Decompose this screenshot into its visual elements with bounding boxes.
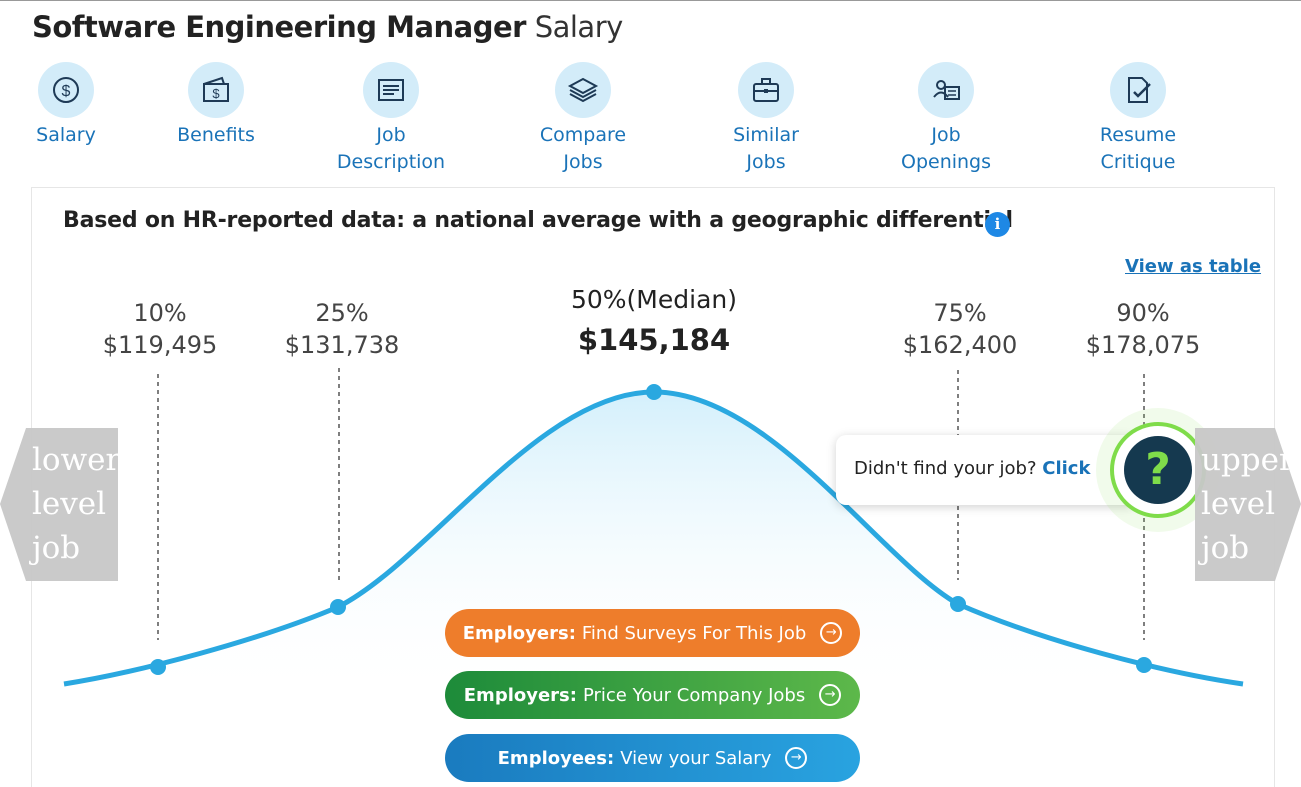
layers-icon — [555, 62, 611, 118]
nav-resume-critique[interactable]: Resume Critique — [1092, 62, 1184, 176]
nav-job-openings[interactable]: Job Openings — [896, 62, 996, 176]
upper-level-text-2: level — [1201, 486, 1276, 522]
point-25 — [330, 599, 346, 615]
upper-level-text-3: job — [1201, 530, 1250, 566]
nav-benefits[interactable]: $ Benefits — [172, 62, 260, 149]
percentile-25: 25% $131,738 — [285, 297, 400, 361]
percentile-50-label: 50%(Median) — [570, 285, 738, 314]
profile-card-icon — [918, 62, 974, 118]
checked-document-icon — [1110, 62, 1166, 118]
nav-job-description[interactable]: Job Description — [333, 62, 449, 176]
percentile-90-value: $178,075 — [1085, 331, 1201, 359]
percentile-75-value: $162,400 — [902, 331, 1018, 359]
nav-resume-critique-label-1: Resume — [1099, 124, 1177, 146]
nav-salary-label: Salary — [36, 124, 96, 146]
percentile-25-value: $131,738 — [284, 331, 400, 359]
lower-level-text-3: job — [32, 530, 81, 566]
nav-compare-jobs-label-1: Compare — [539, 124, 627, 146]
help-question: Didn't find your job? — [854, 458, 1037, 479]
employers-label-2: Employers: — [463, 684, 577, 706]
lower-level-job-button[interactable]: lower level job — [0, 428, 120, 581]
page-title-job: Software Engineering Manager — [32, 10, 526, 44]
percentile-75-label: 75% — [933, 299, 987, 327]
help-popup — [836, 435, 1136, 505]
employers-price-jobs-button[interactable]: Employers: Price Your Company Jobs → — [445, 671, 860, 719]
view-as-table-link[interactable]: View as table — [1125, 256, 1262, 277]
percentile-10: 10% $119,495 — [103, 297, 218, 361]
nav-compare-jobs[interactable]: Compare Jobs — [534, 62, 632, 176]
dollar-icon: $ — [38, 62, 94, 118]
wallet-icon: $ — [188, 62, 244, 118]
curve-fill — [64, 392, 1243, 700]
percentile-10-label: 10% — [133, 299, 187, 327]
lower-level-text-2: level — [32, 486, 107, 522]
point-90 — [1136, 657, 1152, 673]
view-salary-label: View your Salary — [620, 747, 772, 769]
employees-view-salary-button[interactable]: Employees: View your Salary → — [445, 734, 860, 782]
nav-resume-critique-label-2: Critique — [1100, 151, 1176, 173]
page-title-suffix: Salary — [534, 10, 624, 44]
nav-salary[interactable]: $ Salary — [30, 62, 102, 149]
help-text: Didn't find your job? Click — [854, 458, 1090, 479]
arrow-right-icon: → — [785, 747, 808, 769]
svg-text:$: $ — [212, 86, 220, 101]
nav-job-openings-label-2: Openings — [900, 151, 992, 173]
percentile-90: 90% $178,075 — [1086, 297, 1201, 361]
svg-text:$: $ — [62, 83, 71, 100]
price-jobs-label: Price Your Company Jobs — [582, 684, 806, 706]
upper-level-text-1: upper — [1201, 442, 1294, 478]
nav-compare-jobs-label-2: Jobs — [563, 151, 603, 173]
nav-similar-jobs-label-1: Similar — [733, 124, 799, 146]
arrow-right-icon: → — [820, 622, 843, 644]
nav-benefits-label: Benefits — [177, 124, 255, 146]
nav-similar-jobs-label-2: Jobs — [746, 151, 786, 173]
briefcase-icon — [738, 62, 794, 118]
panel-heading: Based on HR-reported data: a national av… — [63, 208, 1013, 233]
employers-label-1: Employers: — [462, 622, 576, 644]
employers-find-surveys-button[interactable]: Employers: Find Surveys For This Job → — [445, 609, 860, 657]
top-border — [0, 0, 1301, 1]
point-50 — [646, 384, 662, 400]
percentile-25-label: 25% — [315, 299, 369, 327]
nav-job-description-label-1: Job — [376, 124, 406, 146]
upper-level-job-button[interactable]: upper level job — [1195, 428, 1301, 581]
document-icon — [363, 62, 419, 118]
percentile-50-value: $145,184 — [577, 323, 731, 357]
percentile-50: 50%(Median) $145,184 — [571, 284, 737, 356]
question-icon[interactable]: ? — [1124, 436, 1192, 504]
point-75 — [950, 596, 966, 612]
percentile-90-label: 90% — [1116, 299, 1170, 327]
percentile-10-value: $119,495 — [102, 331, 218, 359]
nav-job-description-label-2: Description — [336, 151, 446, 173]
info-icon[interactable]: i — [985, 212, 1010, 237]
nav-similar-jobs[interactable]: Similar Jobs — [726, 62, 806, 176]
find-surveys-label: Find Surveys For This Job — [581, 622, 807, 644]
nav-job-openings-label-1: Job — [931, 124, 961, 146]
point-10 — [150, 659, 166, 675]
arrow-right-icon: → — [819, 684, 842, 706]
help-click-link[interactable]: Click — [1042, 458, 1091, 479]
employees-label: Employees: — [497, 747, 615, 769]
percentile-75: 75% $162,400 — [903, 297, 1018, 361]
page-title: Software Engineering Manager Salary — [32, 10, 623, 44]
lower-level-text-1: lower — [32, 442, 121, 478]
